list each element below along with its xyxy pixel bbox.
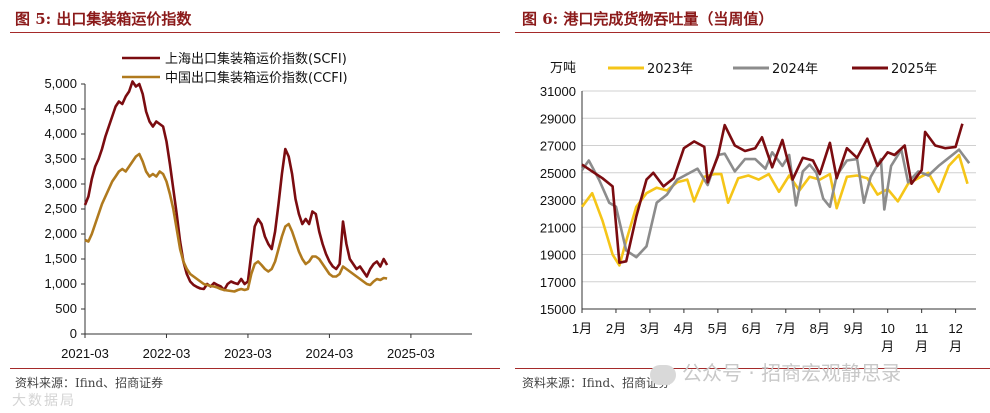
left-x-tick-label: 2021-03 <box>61 346 109 361</box>
left-y-tick-label: 2,000 <box>44 226 77 241</box>
left-y-tick-label: 4,000 <box>44 126 77 141</box>
left-legend-label: 上海出口集装箱运价指数(SCFI) <box>165 51 347 67</box>
left-chart-svg: 0 500 1,000 1,500 2,000 2,500 3,000 3,500 4,000 4… <box>44 51 472 361</box>
right-y-tick-label: 17000 <box>540 275 576 290</box>
watermark: 公众号 · 招商宏观静思录 <box>650 357 901 386</box>
right-chart-title: 图 6: 港口完成货物吞吐量（当周值） <box>522 10 774 28</box>
left-x-tick-label: 2024-03 <box>306 346 354 361</box>
right-y-tick-label: 29000 <box>540 111 576 126</box>
right-y-tick-label: 25000 <box>540 166 576 181</box>
right-legend-label: 2023年 <box>647 62 693 77</box>
left-x-tick-label: 2022-03 <box>143 346 191 361</box>
left-x-tick-label: 2023-03 <box>224 346 272 361</box>
right-x-tick-label: 11 月 <box>915 321 929 354</box>
right-y-tick-label: 19000 <box>540 248 576 263</box>
left-x-tick-label: 2025-03 <box>387 346 435 361</box>
left-legend-label: 中国出口集装箱运价指数(CCFI) <box>165 70 348 86</box>
right-series-2023-line <box>580 153 969 267</box>
left-y-tick-label: 2,500 <box>44 201 77 216</box>
right-x-tick-label: 4月 <box>674 321 694 336</box>
left-y-tick-label: 3,000 <box>44 176 77 191</box>
right-source: 资料来源：Ifind、招商证券 <box>522 376 671 390</box>
right-y-tick-label: 15000 <box>540 302 576 317</box>
right-x-tick-label: 1月 <box>572 321 592 336</box>
left-chart-panel: 图 5: 出口集装箱运价指数 0 500 1,000 1,500 2,000 2,500 3… <box>10 10 500 409</box>
right-y-tick-label: 21000 <box>540 220 576 235</box>
right-x-tick-label: 5月 <box>708 321 728 336</box>
watermark-text: 公众号 · 招商宏观静思录 <box>682 361 902 385</box>
right-x-tick-label: 2月 <box>606 321 626 336</box>
left-y-tick-label: 5,000 <box>44 76 77 91</box>
right-y-tick-label: 31000 <box>540 84 576 99</box>
left-y-tick-label: 4,500 <box>44 101 77 116</box>
wechat-icon <box>650 364 676 385</box>
right-y-tick-label: 23000 <box>540 193 576 208</box>
right-x-tick-label: 7月 <box>776 321 796 336</box>
right-chart-panel: 图 6: 港口完成货物吞吐量（当周值） 15000 17000 19000 21000… <box>515 0 990 413</box>
right-y-unit-label: 万吨 <box>550 61 576 76</box>
right-series-2024-line <box>580 148 971 259</box>
right-legend-label: 2024年 <box>772 62 818 77</box>
right-x-tick-label: 3月 <box>640 321 660 336</box>
left-y-tick-label: 500 <box>55 301 77 316</box>
right-x-tick-label: 10 月 <box>880 321 894 354</box>
right-y-tick-label: 27000 <box>540 139 576 154</box>
right-x-tick-label: 6月 <box>742 321 762 336</box>
right-chart-svg: 15000 17000 19000 21000 23000 25000 27000 29000… <box>540 61 976 354</box>
left-watermark: 大数据局 <box>12 393 76 409</box>
left-source-rule <box>10 368 500 369</box>
left-series-ccfi-line <box>84 152 388 293</box>
left-y-tick-label: 1,500 <box>44 251 77 266</box>
left-y-tick-label: 0 <box>70 326 77 341</box>
right-x-tick-label: 12 月 <box>948 321 962 354</box>
left-title-rule <box>10 32 500 33</box>
right-source-rule <box>515 368 990 369</box>
right-x-tick-label: 8月 <box>810 321 830 336</box>
right-legend-label: 2025年 <box>891 62 937 77</box>
left-series-scfi-line <box>83 80 389 292</box>
left-chart-title: 图 5: 出口集装箱运价指数 <box>15 10 192 28</box>
right-title-rule <box>515 32 990 33</box>
left-source: 资料来源：Ifind、招商证券 <box>15 376 164 390</box>
left-y-tick-label: 1,000 <box>44 276 77 291</box>
left-y-tick-label: 3,500 <box>44 151 77 166</box>
right-series-2025-line <box>581 123 964 264</box>
right-x-tick-label: 9月 <box>844 321 864 336</box>
